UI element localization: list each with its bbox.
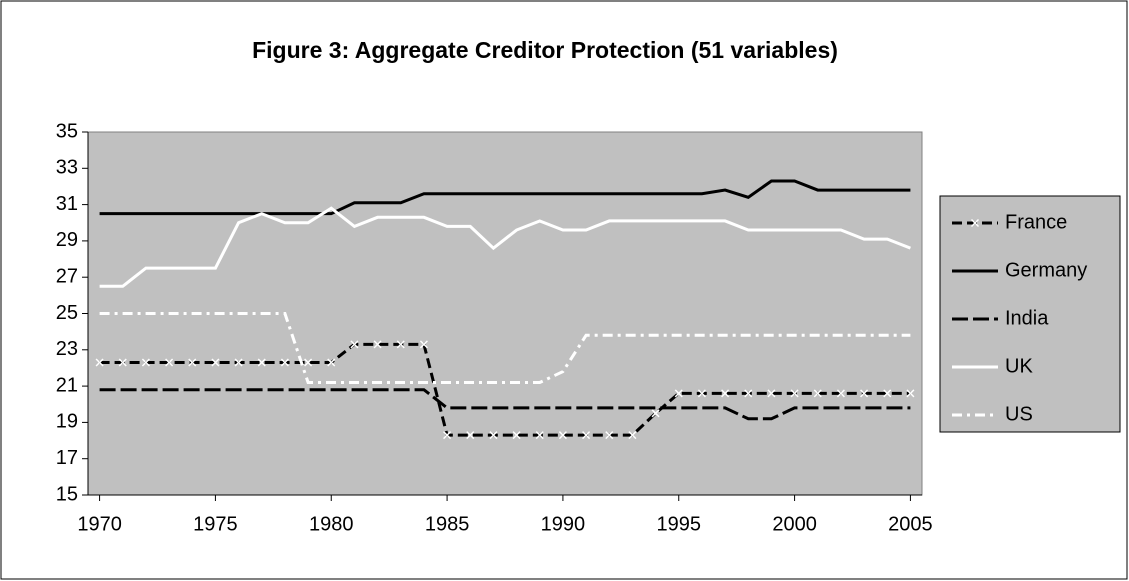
point-marker <box>280 358 289 367</box>
point-marker <box>860 389 869 398</box>
chart-title: Figure 3: Aggregate Creditor Protection … <box>252 37 838 63</box>
x-tick-label: 1985 <box>425 513 470 535</box>
point-marker <box>327 358 336 367</box>
point-marker <box>836 389 845 398</box>
y-tick-label: 17 <box>56 447 78 469</box>
point-marker <box>813 389 822 398</box>
point-marker <box>605 431 614 440</box>
point-marker <box>188 358 197 367</box>
point-marker <box>651 409 660 418</box>
point-marker <box>466 431 475 440</box>
legend-box <box>939 195 1121 433</box>
legend-marker <box>970 218 980 228</box>
point-marker <box>419 340 428 349</box>
point-marker <box>767 389 776 398</box>
y-tick-label: 35 <box>56 120 78 142</box>
point-marker <box>674 389 683 398</box>
y-tick-label: 25 <box>56 302 78 324</box>
point-marker <box>883 389 892 398</box>
x-tick-label: 1980 <box>309 513 354 535</box>
legend-label: Germany <box>1005 259 1087 281</box>
point-marker <box>697 389 706 398</box>
point-marker <box>744 389 753 398</box>
y-tick-label: 33 <box>56 157 78 179</box>
point-marker <box>582 431 591 440</box>
x-tick-label: 2005 <box>888 513 933 535</box>
y-tick-label: 23 <box>56 338 78 360</box>
point-marker <box>165 358 174 367</box>
point-marker <box>95 358 104 367</box>
point-marker <box>628 431 637 440</box>
y-tick-label: 19 <box>56 411 78 433</box>
point-marker <box>396 340 405 349</box>
point-marker <box>721 389 730 398</box>
point-marker <box>118 358 127 367</box>
legend-label: India <box>1005 307 1049 329</box>
legend-label: UK <box>1005 355 1033 377</box>
series-line <box>99 179 911 216</box>
x-tick-label: 1975 <box>193 513 238 535</box>
y-tick-label: 27 <box>56 265 78 287</box>
x-tick-label: 2000 <box>772 513 817 535</box>
x-tick-label: 1970 <box>77 513 122 535</box>
point-marker <box>535 431 544 440</box>
series-line <box>99 342 911 437</box>
point-marker <box>906 389 915 398</box>
x-tick-label: 1990 <box>541 513 586 535</box>
x-tick-label: 1995 <box>657 513 702 535</box>
point-marker <box>234 358 243 367</box>
y-tick-label: 29 <box>56 229 78 251</box>
point-marker <box>257 358 266 367</box>
y-tick-label: 21 <box>56 374 78 396</box>
point-marker <box>489 431 498 440</box>
series-line <box>99 206 911 288</box>
point-marker <box>443 431 452 440</box>
legend-label: US <box>1005 403 1033 425</box>
point-marker <box>141 358 150 367</box>
point-marker <box>373 340 382 349</box>
point-marker <box>558 431 567 440</box>
point-marker <box>512 431 521 440</box>
y-tick-label: 15 <box>56 483 78 505</box>
legend-label: France <box>1005 211 1067 233</box>
point-marker <box>211 358 220 367</box>
point-marker <box>350 340 359 349</box>
point-marker <box>790 389 799 398</box>
plot-area <box>87 131 923 496</box>
point-marker <box>304 358 313 367</box>
y-tick-label: 31 <box>56 193 78 215</box>
series-line <box>99 388 911 421</box>
